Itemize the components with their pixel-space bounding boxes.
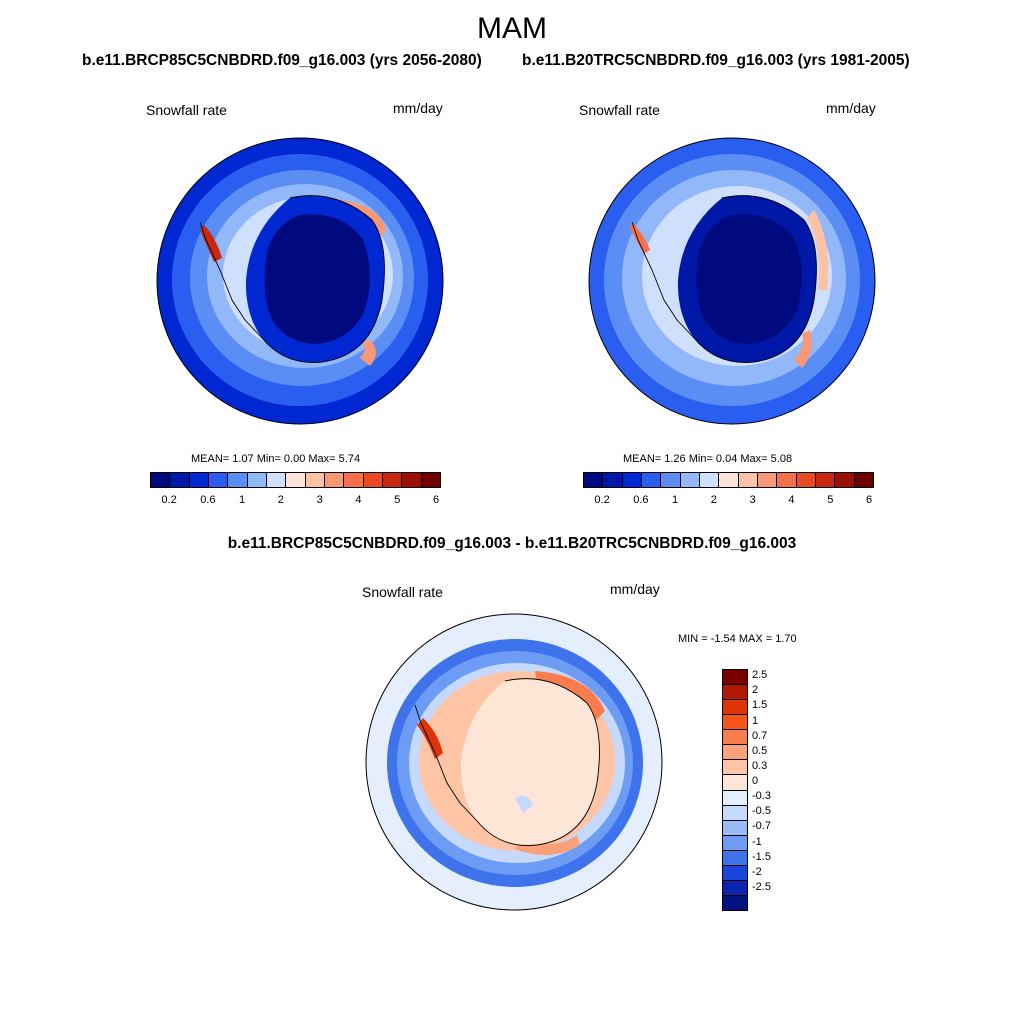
colorbar-tick-label: 5 bbox=[394, 494, 401, 506]
colorbar-tick-label: 1 bbox=[239, 494, 246, 506]
colorbar-swatch bbox=[796, 473, 816, 487]
colorbar-tick-label: 0.3 bbox=[752, 759, 768, 772]
colorbar-tick-label: 4 bbox=[355, 494, 362, 506]
colorbar-swatch bbox=[723, 865, 747, 881]
colorbar-tick-label: 0.6 bbox=[633, 494, 649, 506]
colorbar-tick-label: 4 bbox=[788, 494, 795, 506]
colorbar-tick-label: -0.5 bbox=[752, 805, 771, 818]
colorbar-swatch bbox=[661, 473, 681, 487]
colorbar-swatch bbox=[286, 473, 306, 487]
colorbar-tick-label: 0.6 bbox=[200, 494, 216, 506]
colorbar-swatch bbox=[402, 473, 422, 487]
colorbar-swatch bbox=[723, 805, 747, 821]
colorbar-swatch bbox=[363, 473, 383, 487]
colorbar-swatch bbox=[723, 820, 747, 836]
diff-panel-title: b.e11.BRCP85C5CNBDRD.f09_g16.003 - b.e11… bbox=[227, 535, 797, 552]
right-colorbar bbox=[583, 472, 874, 488]
colorbar-swatch bbox=[208, 473, 229, 487]
colorbar-swatch bbox=[723, 790, 747, 806]
figure-title: MAM bbox=[477, 12, 547, 45]
right-stats-text: MEAN= 1.26 Min= 0.04 Max= 5.08 bbox=[623, 453, 793, 465]
colorbar-tick-label: 1.5 bbox=[752, 699, 768, 712]
colorbar-swatch bbox=[723, 775, 747, 791]
diff-colorbar bbox=[722, 669, 748, 911]
colorbar-tick-label: 0.5 bbox=[752, 744, 768, 757]
diff-stats-text: MIN = -1.54 MAX = 1.70 bbox=[678, 633, 797, 645]
colorbar-swatch bbox=[421, 473, 440, 487]
left-panel-case-title: b.e11.BRCP85C5CNBDRD.f09_g16.003 (yrs 20… bbox=[82, 52, 482, 69]
colorbar-tick-label: 6 bbox=[433, 494, 440, 506]
colorbar-swatch bbox=[622, 473, 642, 487]
colorbar-swatch bbox=[815, 473, 836, 487]
colorbar-tick-label: -1 bbox=[752, 835, 762, 848]
colorbar-swatch bbox=[324, 473, 345, 487]
colorbar-tick-label: 3 bbox=[749, 494, 756, 506]
colorbar-tick-label: 0.2 bbox=[161, 494, 177, 506]
diff-polar-map bbox=[365, 613, 663, 911]
colorbar-swatch bbox=[382, 473, 403, 487]
right-units-label: mm/day bbox=[826, 100, 876, 116]
right-panel-case-title: b.e11.B20TRC5CNBDRD.f09_g16.003 (yrs 198… bbox=[522, 52, 910, 69]
colorbar-swatch bbox=[723, 715, 747, 731]
colorbar-swatch bbox=[723, 730, 747, 746]
left-colorbar bbox=[150, 472, 441, 488]
colorbar-swatch bbox=[305, 473, 325, 487]
colorbar-swatch bbox=[680, 473, 700, 487]
colorbar-tick-label: 0 bbox=[752, 775, 759, 787]
diff-variable-label: Snowfall rate bbox=[362, 584, 443, 600]
colorbar-swatch bbox=[641, 473, 662, 487]
colorbar-swatch bbox=[723, 745, 747, 761]
left-stats-text: MEAN= 1.07 Min= 0.00 Max= 5.74 bbox=[191, 453, 361, 465]
colorbar-swatch bbox=[699, 473, 720, 487]
colorbar-tick-label: 2 bbox=[710, 494, 717, 506]
colorbar-swatch bbox=[151, 473, 171, 487]
colorbar-tick-label: 6 bbox=[866, 494, 873, 506]
colorbar-swatch bbox=[584, 473, 604, 487]
colorbar-swatch bbox=[723, 850, 747, 866]
colorbar-swatch bbox=[723, 670, 747, 686]
colorbar-tick-label: 2 bbox=[752, 684, 759, 697]
colorbar-swatch bbox=[723, 895, 747, 910]
colorbar-swatch bbox=[723, 835, 747, 851]
colorbar-swatch bbox=[603, 473, 623, 487]
colorbar-tick-label: -1.5 bbox=[752, 850, 771, 863]
colorbar-tick-label: -2.5 bbox=[752, 880, 771, 893]
colorbar-swatch bbox=[719, 473, 739, 487]
colorbar-swatch bbox=[228, 473, 248, 487]
colorbar-swatch bbox=[854, 473, 873, 487]
colorbar-swatch bbox=[723, 700, 747, 716]
colorbar-tick-label: 2 bbox=[277, 494, 284, 506]
colorbar-swatch bbox=[723, 880, 747, 896]
colorbar-swatch bbox=[266, 473, 287, 487]
left-variable-label: Snowfall rate bbox=[146, 102, 227, 118]
colorbar-swatch bbox=[723, 760, 747, 776]
colorbar-tick-label: -2 bbox=[752, 865, 762, 878]
colorbar-tick-label: 2.5 bbox=[752, 669, 768, 682]
colorbar-swatch bbox=[344, 473, 364, 487]
colorbar-tick-label: 3 bbox=[316, 494, 323, 506]
colorbar-tick-label: -0.7 bbox=[752, 820, 771, 833]
right-polar-map bbox=[588, 137, 876, 425]
colorbar-swatch bbox=[757, 473, 778, 487]
colorbar-swatch bbox=[170, 473, 190, 487]
colorbar-tick-label: 0.2 bbox=[594, 494, 610, 506]
colorbar-tick-label: 1 bbox=[672, 494, 679, 506]
colorbar-swatch bbox=[835, 473, 855, 487]
colorbar-swatch bbox=[723, 685, 747, 701]
colorbar-tick-label: 5 bbox=[827, 494, 834, 506]
colorbar-tick-label: -0.3 bbox=[752, 790, 771, 803]
colorbar-swatch bbox=[189, 473, 209, 487]
left-polar-map bbox=[156, 137, 444, 425]
colorbar-swatch bbox=[738, 473, 758, 487]
colorbar-tick-label: 0.7 bbox=[752, 729, 768, 742]
right-variable-label: Snowfall rate bbox=[579, 102, 660, 118]
diff-units-label: mm/day bbox=[610, 581, 660, 597]
colorbar-tick-label: 1 bbox=[752, 714, 759, 727]
colorbar-swatch bbox=[247, 473, 267, 487]
left-units-label: mm/day bbox=[393, 100, 443, 116]
colorbar-swatch bbox=[777, 473, 797, 487]
